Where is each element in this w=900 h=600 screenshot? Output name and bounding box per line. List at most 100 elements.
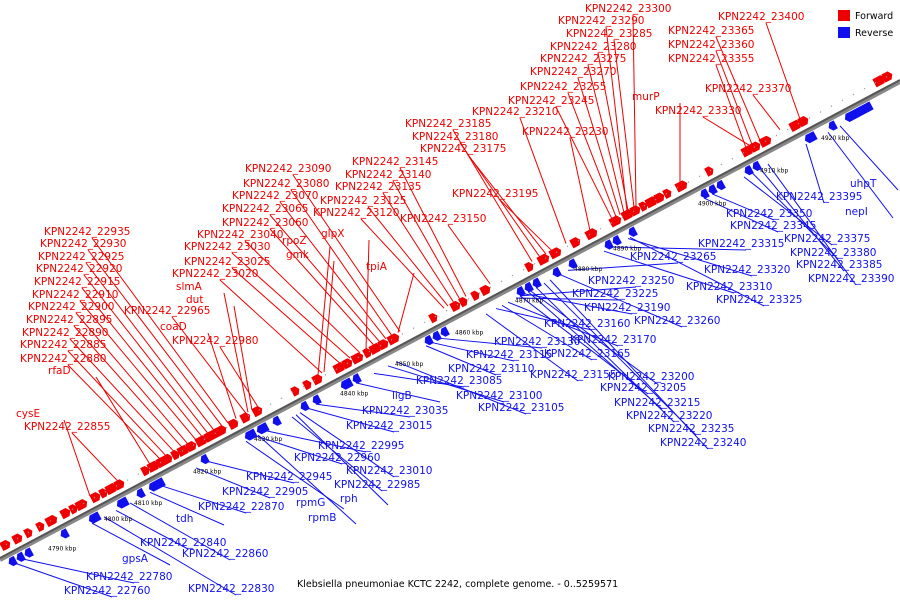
reverse-gene-arrow — [860, 101, 874, 114]
minor-tick — [16, 537, 19, 540]
leader-line — [23, 558, 135, 584]
forward-gene-label: KPN2242_22925 — [38, 251, 124, 263]
leader-line — [611, 246, 747, 251]
minor-tick — [819, 111, 822, 113]
minor-tick — [203, 438, 206, 441]
forward-gene-arrow — [341, 358, 353, 370]
reverse-gene-label: KPN2242_23160 — [544, 318, 630, 330]
forward-gene-arrow — [524, 261, 534, 273]
backbone-line — [0, 79, 900, 559]
leader-line — [299, 412, 395, 478]
reverse-gene-label: KPN2242_22905 — [222, 486, 308, 498]
reverse-gene-label: KPN2242_23100 — [456, 390, 542, 402]
kbp-tick-label: 4790 kbp — [48, 546, 76, 553]
forward-gene-label: KPN2242_23280 — [550, 41, 636, 53]
reverse-gene-arrow — [424, 334, 434, 346]
reverse-gene-label: KPN2242_23395 — [776, 191, 862, 203]
reverse-gene-label: KPN2242_23375 — [784, 233, 870, 245]
kbp-tick-label: 4910 kbp — [760, 167, 788, 174]
leader-line — [765, 22, 801, 120]
leader-line — [743, 176, 833, 246]
minor-tick — [379, 344, 382, 347]
reverse-gene-arrow — [300, 400, 310, 412]
leader-line — [767, 163, 857, 286]
minor-tick — [434, 315, 437, 318]
forward-gene-arrow — [239, 412, 251, 424]
forward-gene-label: KPN2242_22885 — [20, 339, 106, 351]
minor-tick — [27, 531, 30, 534]
reverse-gene-arrow — [524, 281, 534, 293]
reverse-gene-arrow — [272, 415, 282, 426]
leader-line — [485, 313, 579, 382]
minor-tick — [489, 286, 492, 289]
minor-tick — [500, 280, 503, 283]
minor-tick — [346, 362, 349, 365]
kbp-tick-label: 4900 kbp — [698, 200, 726, 207]
forward-gene-arrow — [311, 374, 323, 386]
forward-gene-label: glpX — [321, 228, 344, 240]
leader-line — [711, 193, 775, 221]
reverse-gene-label: KPN2242_23170 — [570, 334, 656, 346]
forward-gene-arrow — [74, 498, 88, 512]
leader-line — [360, 218, 445, 309]
minor-tick — [324, 374, 327, 376]
reverse-gene-arrow — [628, 226, 638, 237]
forward-gene-label: KPN2242_22880 — [20, 353, 106, 365]
kbp-tick-label: 4830 kbp — [254, 436, 282, 443]
forward-gene-arrow — [11, 533, 23, 545]
forward-gene-label: KPN2242_23175 — [420, 143, 506, 155]
reverse-gene-label: KPN2242_22870 — [198, 501, 284, 513]
forward-gene-arrow — [704, 166, 714, 177]
forward-gene-label: tpiA — [366, 261, 388, 273]
leader-line — [569, 137, 591, 231]
reverse-gene-label: KPN2242_23220 — [626, 410, 712, 422]
minor-tick — [423, 321, 426, 324]
forward-gene-label: KPN2242_23285 — [566, 28, 652, 40]
forward-gene-arrow — [449, 300, 461, 313]
reverse-gene-label: rpmB — [308, 512, 336, 524]
leader-line — [523, 293, 633, 315]
reverse-gene-label: KPN2242_23385 — [796, 259, 882, 271]
forward-gene-arrow — [227, 418, 239, 430]
reverse-gene-arrow — [440, 326, 450, 337]
leader-line — [219, 279, 323, 374]
kbp-tick-label: 4860 kbp — [455, 329, 483, 336]
forward-gene-label: KPN2242_23255 — [520, 81, 606, 93]
reverse-gene-label: KPN2242_23215 — [614, 397, 700, 409]
forward-gene-label: KPN2242_23025 — [184, 256, 270, 268]
forward-gene-label: KPN2242_22890 — [22, 327, 108, 339]
minor-tick — [852, 93, 855, 96]
reverse-gene-label: uhpT — [850, 178, 877, 190]
forward-gene-arrow — [872, 75, 886, 88]
reverse-gene-label: KPN2242_22780 — [86, 571, 172, 583]
minor-tick — [632, 210, 635, 213]
forward-gene-label: KPN2242_23140 — [345, 169, 431, 181]
leader-line — [431, 342, 515, 362]
forward-gene-label: KPN2242_22965 — [124, 305, 210, 317]
minor-tick — [643, 204, 646, 207]
leader-line — [67, 350, 167, 457]
leader-line — [519, 117, 567, 244]
forward-gene-arrow — [302, 379, 312, 391]
minor-tick — [148, 467, 151, 470]
forward-gene-label: KPN2242_23120 — [313, 207, 399, 219]
minor-tick — [720, 163, 723, 166]
minor-tick — [390, 338, 393, 341]
minor-tick — [291, 391, 294, 394]
forward-gene-label: KPN2242_22980 — [172, 335, 258, 347]
minor-tick — [401, 333, 404, 335]
minor-tick — [445, 309, 448, 312]
forward-gene-arrow — [368, 342, 382, 356]
reverse-gene-label: KPN2242_23105 — [478, 402, 564, 414]
leader-line — [315, 403, 411, 418]
forward-gene-label: dut — [186, 294, 203, 306]
reverse-gene-arrow — [752, 160, 762, 171]
leader-line — [439, 337, 543, 349]
reverse-gene-arrow — [116, 496, 130, 509]
minor-tick — [610, 222, 613, 224]
reverse-gene-label: rph — [340, 493, 358, 505]
reverse-gene-label: KPN2242_22960 — [294, 452, 380, 464]
minor-tick — [654, 198, 657, 201]
forward-gene-arrow — [104, 483, 118, 496]
legend-forward-swatch — [838, 10, 850, 21]
